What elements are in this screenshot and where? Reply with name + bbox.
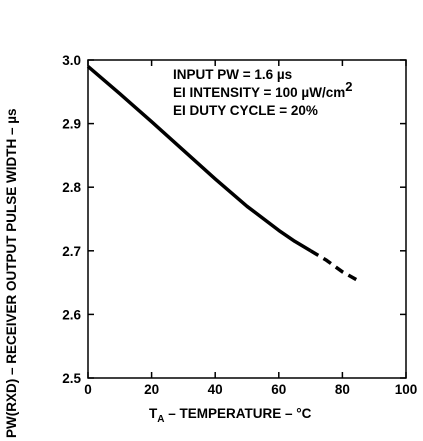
x-tick-label: 60 (271, 382, 286, 397)
x-tick-label: 40 (208, 382, 223, 397)
x-tick-label: 20 (144, 382, 159, 397)
annotation-ei-intensity-sup: 2 (345, 79, 352, 94)
y-axis-label: PW(RXD) – RECEIVER OUTPUT PULSE WIDTH – … (4, 108, 19, 438)
x-axis-label-rest: – TEMPERATURE – °C (164, 406, 311, 421)
series-line-solid (86, 65, 312, 253)
x-tick-label: 0 (84, 382, 92, 397)
annotation-ei-intensity-text: EI INTENSITY = 100 µW/cm (173, 85, 345, 100)
x-axis-label-sub: A (157, 414, 164, 425)
plot-frame (87, 59, 407, 379)
annotation-ei-intensity: EI INTENSITY = 100 µW/cm2 (173, 79, 352, 100)
x-tick-label: 100 (395, 382, 418, 397)
y-tick-label: 2.7 (62, 244, 81, 259)
series-line-dashed (309, 249, 360, 283)
annotation-input-pw: INPUT PW = 1.6 µs (173, 67, 292, 82)
y-tick-label: 2.8 (62, 180, 81, 195)
tick-labels: 0 20 40 60 80 100 2.5 2.6 2.7 2.8 2.9 3.0 (62, 53, 417, 397)
x-axis-label: TA – TEMPERATURE – °C (149, 406, 312, 425)
y-tick-label: 3.0 (62, 53, 81, 68)
y-tick-label: 2.6 (62, 307, 81, 322)
ticks (87, 59, 407, 379)
y-tick-label: 2.5 (62, 371, 81, 386)
annotation-duty-cycle: EI DUTY CYCLE = 20% (173, 103, 318, 118)
series-layer (86, 65, 360, 283)
y-tick-label: 2.9 (62, 117, 81, 132)
x-tick-label: 80 (335, 382, 350, 397)
x-axis-label-main: T (149, 406, 158, 421)
